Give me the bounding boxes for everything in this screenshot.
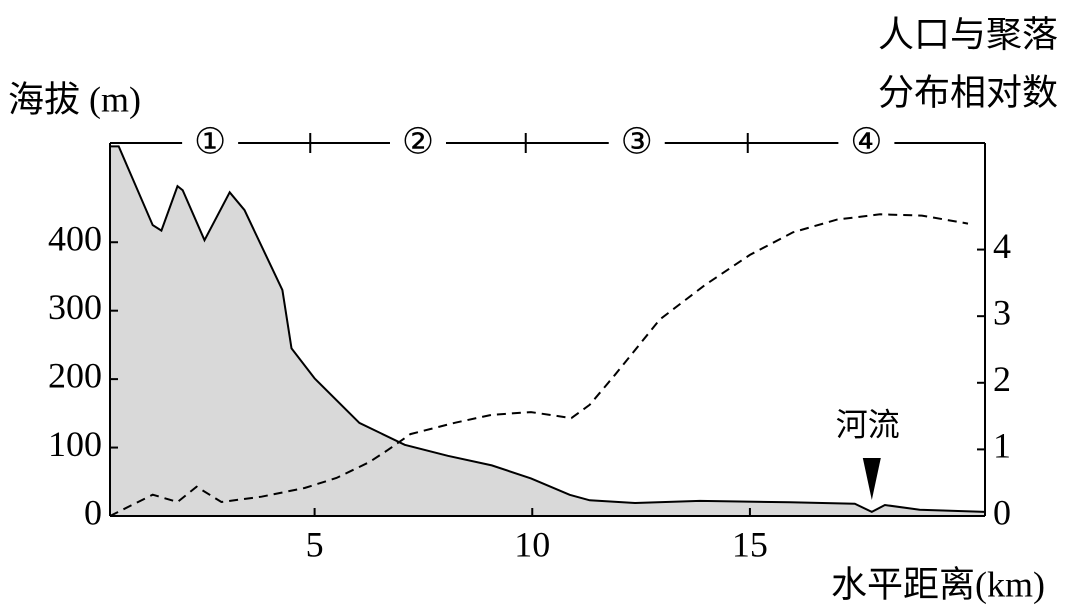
x-axis-label: 水平距离(km) <box>831 564 1045 604</box>
zone-label-bg <box>182 123 239 163</box>
y2-tick-label: 4 <box>993 226 1011 266</box>
zone-label: ② <box>402 121 434 161</box>
y-tick-label: 200 <box>48 355 102 395</box>
river-label: 河流 <box>836 406 900 442</box>
y-tick-label: 0 <box>84 492 102 532</box>
y-tick-label: 400 <box>48 219 102 259</box>
x-tick-label: 15 <box>732 524 768 564</box>
x-tick-label: 10 <box>514 524 550 564</box>
x-tick-label: 5 <box>306 524 324 564</box>
y-tick-label: 300 <box>48 287 102 327</box>
y2-tick-label: 3 <box>993 292 1011 332</box>
zone-label-bg <box>389 123 446 163</box>
zone-label: ④ <box>850 121 882 161</box>
zone-label-bg <box>608 123 665 163</box>
y2-axis-label: 分布相对数 <box>878 72 1058 112</box>
zone-label-bg <box>838 123 895 163</box>
zone-label: ① <box>194 121 226 161</box>
y2-tick-label: 1 <box>993 426 1011 466</box>
river-marker <box>862 458 881 500</box>
y-tick-label: 100 <box>48 424 102 464</box>
elevation-line <box>110 145 986 514</box>
elevation-area <box>110 146 985 516</box>
y2-tick-label: 2 <box>993 359 1011 399</box>
population-line <box>109 213 969 517</box>
y2-tick-label: 0 <box>993 492 1011 532</box>
zone-label: ③ <box>621 121 653 161</box>
y-axis-label: 海拔 (m) <box>8 79 141 119</box>
y2-axis-label: 人口与聚落 <box>878 14 1058 54</box>
